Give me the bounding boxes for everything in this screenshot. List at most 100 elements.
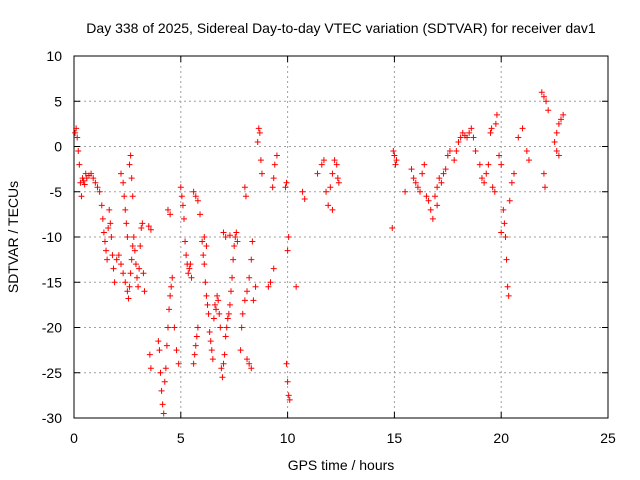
data-point-marker [417,188,424,195]
data-point-marker [248,365,255,372]
data-point-marker [423,193,430,200]
data-point-marker [74,134,81,141]
data-point-marker [105,224,112,231]
data-point-marker [90,175,97,182]
data-point-marker [104,256,111,263]
data-point-marker [446,148,453,155]
data-point-marker [127,152,134,159]
y-tick-label: 0 [54,139,62,155]
data-point-marker [248,256,255,263]
data-point-marker [476,161,483,168]
data-point-marker [129,193,136,200]
data-point-marker [72,129,79,136]
data-point-marker [543,98,550,105]
data-point-marker [222,333,229,340]
data-point-marker [515,134,522,141]
data-point-marker [109,252,116,259]
data-point-marker [270,175,277,182]
data-point-marker [201,234,208,240]
data-point-marker [265,283,272,290]
data-point-marker [178,193,185,200]
data-point-marker [173,347,180,354]
data-point-marker [193,333,200,340]
data-point-marker [267,279,274,286]
data-point-marker [293,283,300,290]
data-point-marker [219,374,226,381]
data-point-marker [147,365,154,372]
data-point-marker [318,161,325,168]
data-point-marker [241,297,248,304]
data-point-marker [504,283,511,290]
axis-ticks [73,55,609,419]
data-point-marker [80,177,87,184]
data-point-marker [199,238,206,245]
data-point-marker [464,134,471,141]
data-point-marker [229,274,236,281]
data-point-marker [553,129,560,136]
data-point-marker [506,197,513,204]
data-point-marker [269,184,276,191]
y-axis-label: SDTVAR / TECUs [5,181,21,293]
data-point-marker [286,396,293,403]
data-point-marker [230,256,237,263]
data-point-marker [128,175,135,182]
data-point-marker [502,234,509,240]
data-point-marker [244,288,251,295]
data-point-marker [391,152,398,159]
data-point-marker [410,175,417,182]
data-point-marker [81,181,88,188]
data-point-marker [186,265,193,272]
data-point-marker [419,170,426,177]
data-point-marker [205,310,212,317]
data-point-marker [217,324,224,331]
data-point-marker [442,166,449,173]
data-point-marker [160,410,167,417]
y-tick-label: -25 [42,365,62,381]
data-point-marker [99,215,106,222]
data-point-marker [167,211,174,218]
data-point-marker [121,193,128,200]
data-point-marker [129,243,136,250]
data-point-marker [525,157,532,164]
y-tick-label: -20 [42,320,62,336]
data-point-marker [164,324,171,331]
data-point-marker [190,188,197,195]
data-point-marker [146,351,153,358]
data-point-marker [455,138,462,145]
data-point-marker [169,274,176,281]
data-point-marker [237,347,244,354]
data-point-marker [135,283,142,290]
data-point-marker [201,261,208,268]
data-point-marker [491,188,498,195]
data-point-marker [244,356,251,363]
data-point-marker [242,193,249,200]
y-tick-labels: 10 5 0 -5 -10 -15 -20 -25 -30 [42,48,62,426]
data-point-marker [126,283,133,290]
data-point-marker [329,170,336,177]
data-point-marker [101,238,108,245]
data-point-marker [209,356,216,363]
data-point-marker [123,220,130,227]
data-point-marker [485,161,492,168]
data-point-marker [120,179,127,186]
y-tick-label: -10 [42,229,62,245]
x-tick-label: 0 [70,430,78,446]
data-point-marker [246,360,253,367]
data-point-marker [77,179,84,186]
data-point-marker [171,324,178,331]
data-point-marker [127,270,134,277]
data-point-marker [117,170,124,177]
data-point-marker [496,152,503,159]
data-point-marker [147,226,154,233]
data-point-marker [333,161,340,168]
data-point-marker [192,193,199,200]
data-point-marker [167,292,174,299]
data-point-marker [115,252,122,259]
data-point-marker [320,157,327,164]
data-point-marker [137,243,144,250]
data-point-marker [141,288,148,295]
data-point-marker [110,265,117,272]
data-point-marker [120,270,127,277]
data-point-marker [551,138,558,145]
